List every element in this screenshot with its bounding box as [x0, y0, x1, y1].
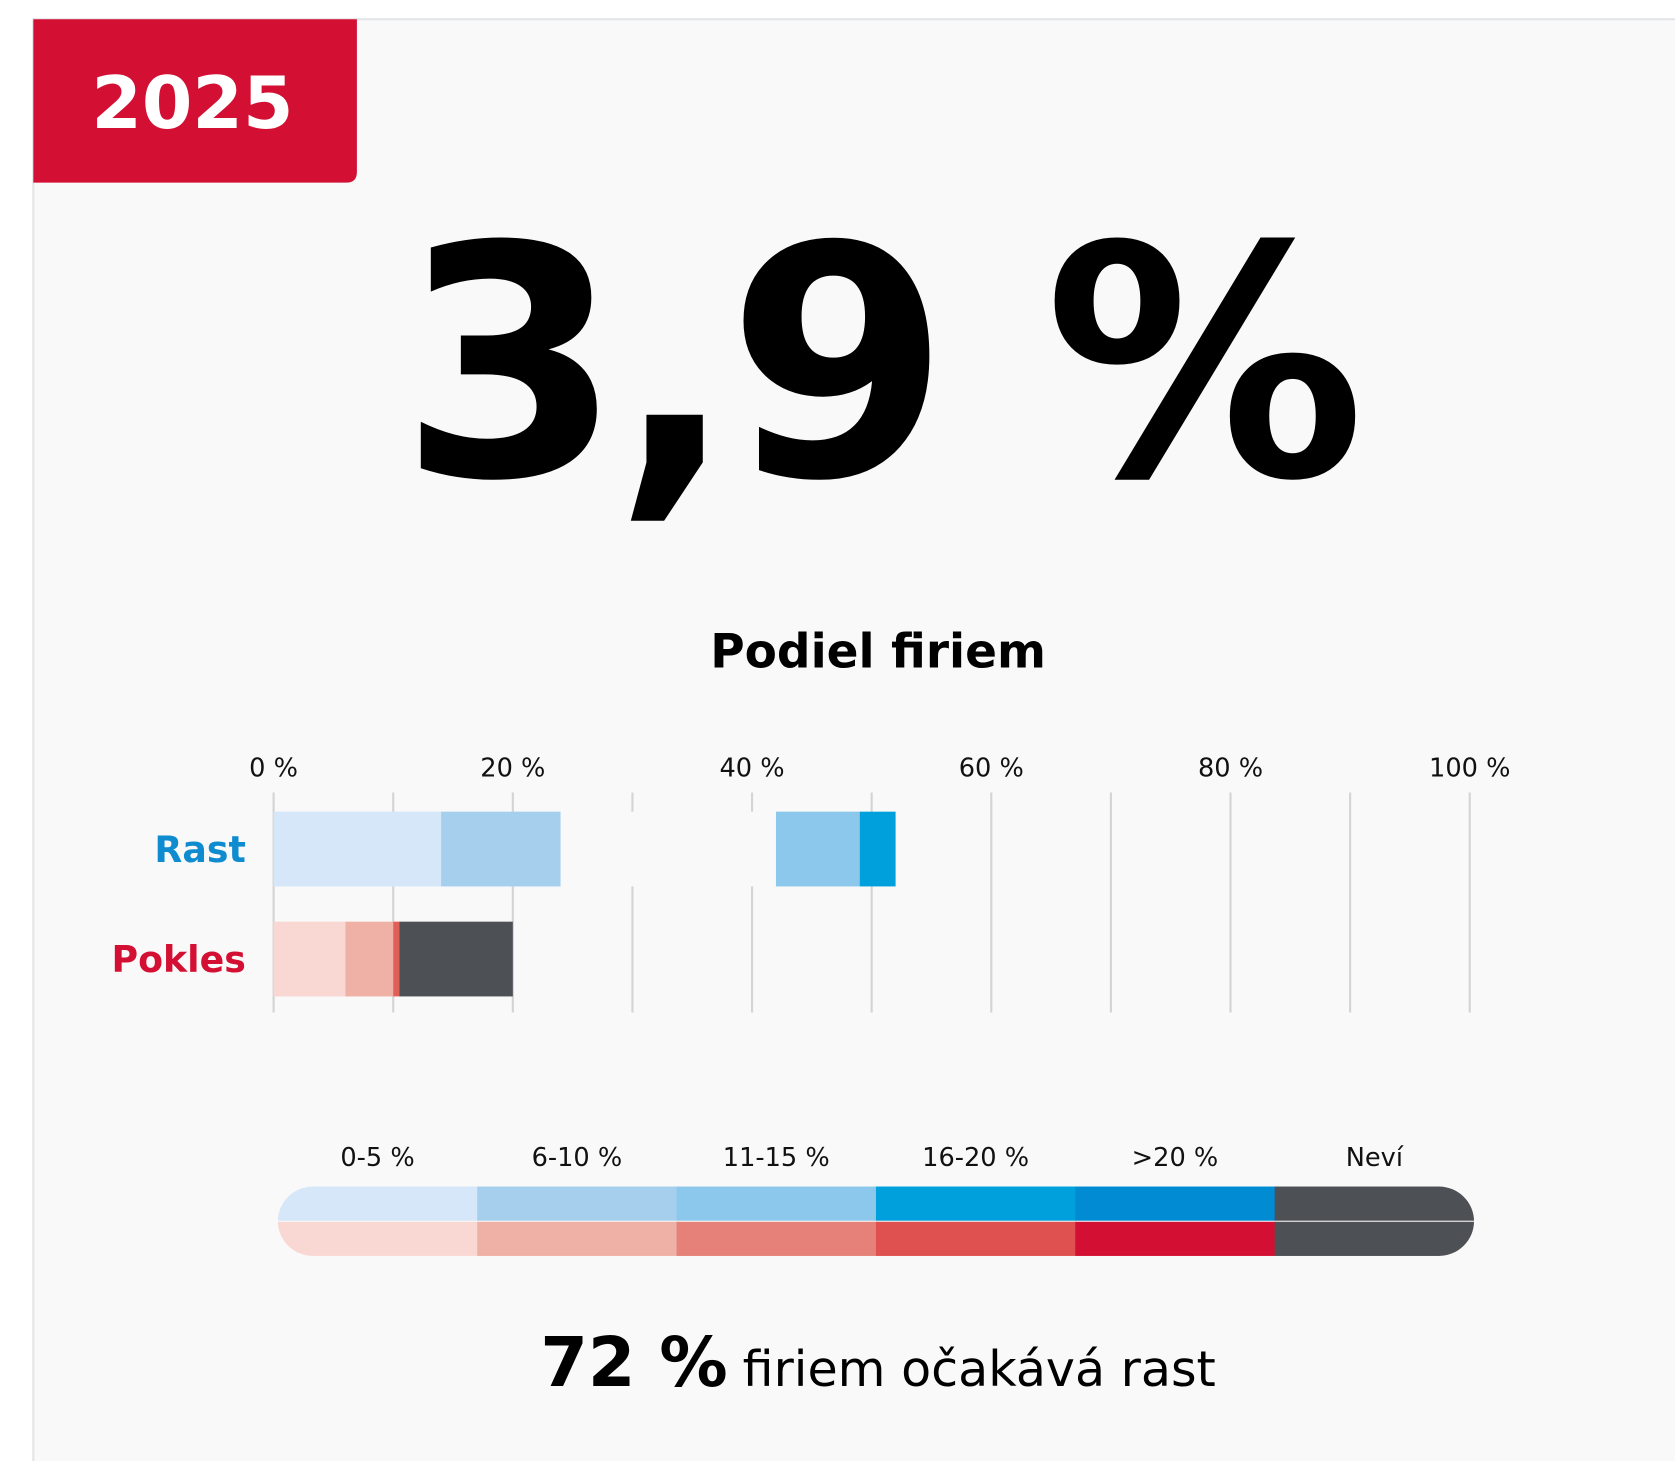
legend-swatch-decline	[277, 1221, 478, 1256]
category-label: Rast	[154, 828, 245, 871]
legend-swatch-growth	[676, 1186, 877, 1221]
x-tick-label: 40 %	[720, 753, 785, 783]
legend-label: >20 %	[1132, 1143, 1219, 1173]
legend-swatch-decline	[676, 1221, 877, 1256]
bar-chart: 0 % 20 % 40 % 60 % 80 % 100 % Rast Pokles	[111, 753, 1510, 1013]
bar-segment	[345, 921, 394, 997]
headline-value: 3,9 %	[399, 178, 1359, 551]
legend-swatch-growth	[277, 1186, 478, 1221]
legend-swatch-growth	[1075, 1186, 1276, 1221]
year: 2025	[91, 62, 293, 146]
bar-segment	[393, 921, 400, 997]
legend-label: Neví	[1346, 1143, 1404, 1173]
legend-swatch-decline	[875, 1221, 1076, 1256]
bar-segment	[775, 811, 860, 887]
legend-label: 6-10 %	[532, 1143, 623, 1173]
legend-swatch-growth	[1274, 1186, 1475, 1221]
legend-label: 16-20 %	[922, 1143, 1029, 1173]
x-tick-label: 60 %	[959, 753, 1024, 783]
legend-swatch-growth	[477, 1186, 678, 1221]
bar-segment	[441, 811, 561, 887]
x-tick-label: 20 %	[480, 753, 545, 783]
year-tab	[33, 19, 357, 183]
bar-segment	[273, 811, 442, 887]
legend-label: 0-5 %	[340, 1143, 414, 1173]
x-tick-label: 80 %	[1198, 753, 1263, 783]
footer: 72 % firiem očakává rast	[540, 1324, 1215, 1403]
legend-swatch-decline	[477, 1221, 678, 1256]
bar-segment	[399, 921, 513, 997]
legend: 0-5 % 6-10 % 11-15 % 16-20 % >20 % Neví	[277, 1143, 1475, 1256]
x-tick-label: 100 %	[1429, 753, 1510, 783]
legend-label: 11-15 %	[723, 1143, 830, 1173]
legend-swatch-decline	[1075, 1221, 1276, 1256]
bar-segment	[560, 811, 776, 887]
bar-segment	[273, 921, 346, 997]
x-tick-label: 0 %	[249, 753, 298, 783]
legend-swatch-growth	[875, 1186, 1076, 1221]
legend-bands	[277, 1186, 1475, 1256]
category-label: Pokles	[111, 938, 245, 981]
footer-text: firiem očakává rast	[743, 1340, 1216, 1398]
chart-title: Podiel firiem	[710, 624, 1046, 679]
legend-swatch-decline	[1274, 1221, 1475, 1256]
bar-segment	[859, 811, 896, 887]
footer-value: 72 %	[540, 1324, 727, 1403]
